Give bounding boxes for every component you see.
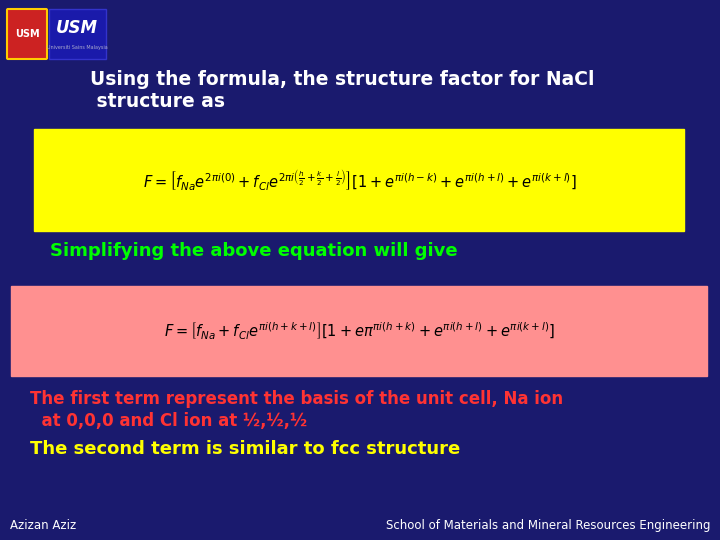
FancyBboxPatch shape (7, 9, 47, 59)
Text: Using the formula, the structure factor for NaCl: Using the formula, the structure factor … (90, 70, 595, 89)
FancyBboxPatch shape (34, 129, 684, 231)
Text: $F = \left[ f_{Na}e^{2\pi i(0)} + f_{Cl}e^{2\pi i\left(\frac{h}{2}+\frac{k}{2}+\: $F = \left[ f_{Na}e^{2\pi i(0)} + f_{Cl}… (143, 168, 577, 192)
Text: structure as: structure as (90, 92, 225, 111)
Text: School of Materials and Mineral Resources Engineering: School of Materials and Mineral Resource… (385, 519, 710, 532)
FancyBboxPatch shape (49, 9, 106, 59)
Text: at 0,0,0 and Cl ion at ½,½,½: at 0,0,0 and Cl ion at ½,½,½ (30, 412, 307, 430)
Text: The second term is similar to fcc structure: The second term is similar to fcc struct… (30, 440, 460, 458)
Text: USM: USM (14, 29, 40, 39)
Text: Azizan Aziz: Azizan Aziz (10, 519, 76, 532)
FancyBboxPatch shape (11, 286, 707, 376)
Text: The first term represent the basis of the unit cell, Na ion: The first term represent the basis of th… (30, 390, 563, 408)
Text: $F = \left[f_{Na} + f_{Cl}e^{\pi i(h+k+l)}\right]\left[1+e\pi^{\pi i(h+k)}+e^{\p: $F = \left[f_{Na} + f_{Cl}e^{\pi i(h+k+l… (164, 320, 556, 342)
Text: Simplifying the above equation will give: Simplifying the above equation will give (50, 242, 458, 260)
Text: Universiti Sains Malaysia: Universiti Sains Malaysia (47, 45, 107, 51)
Text: USM: USM (56, 19, 98, 37)
